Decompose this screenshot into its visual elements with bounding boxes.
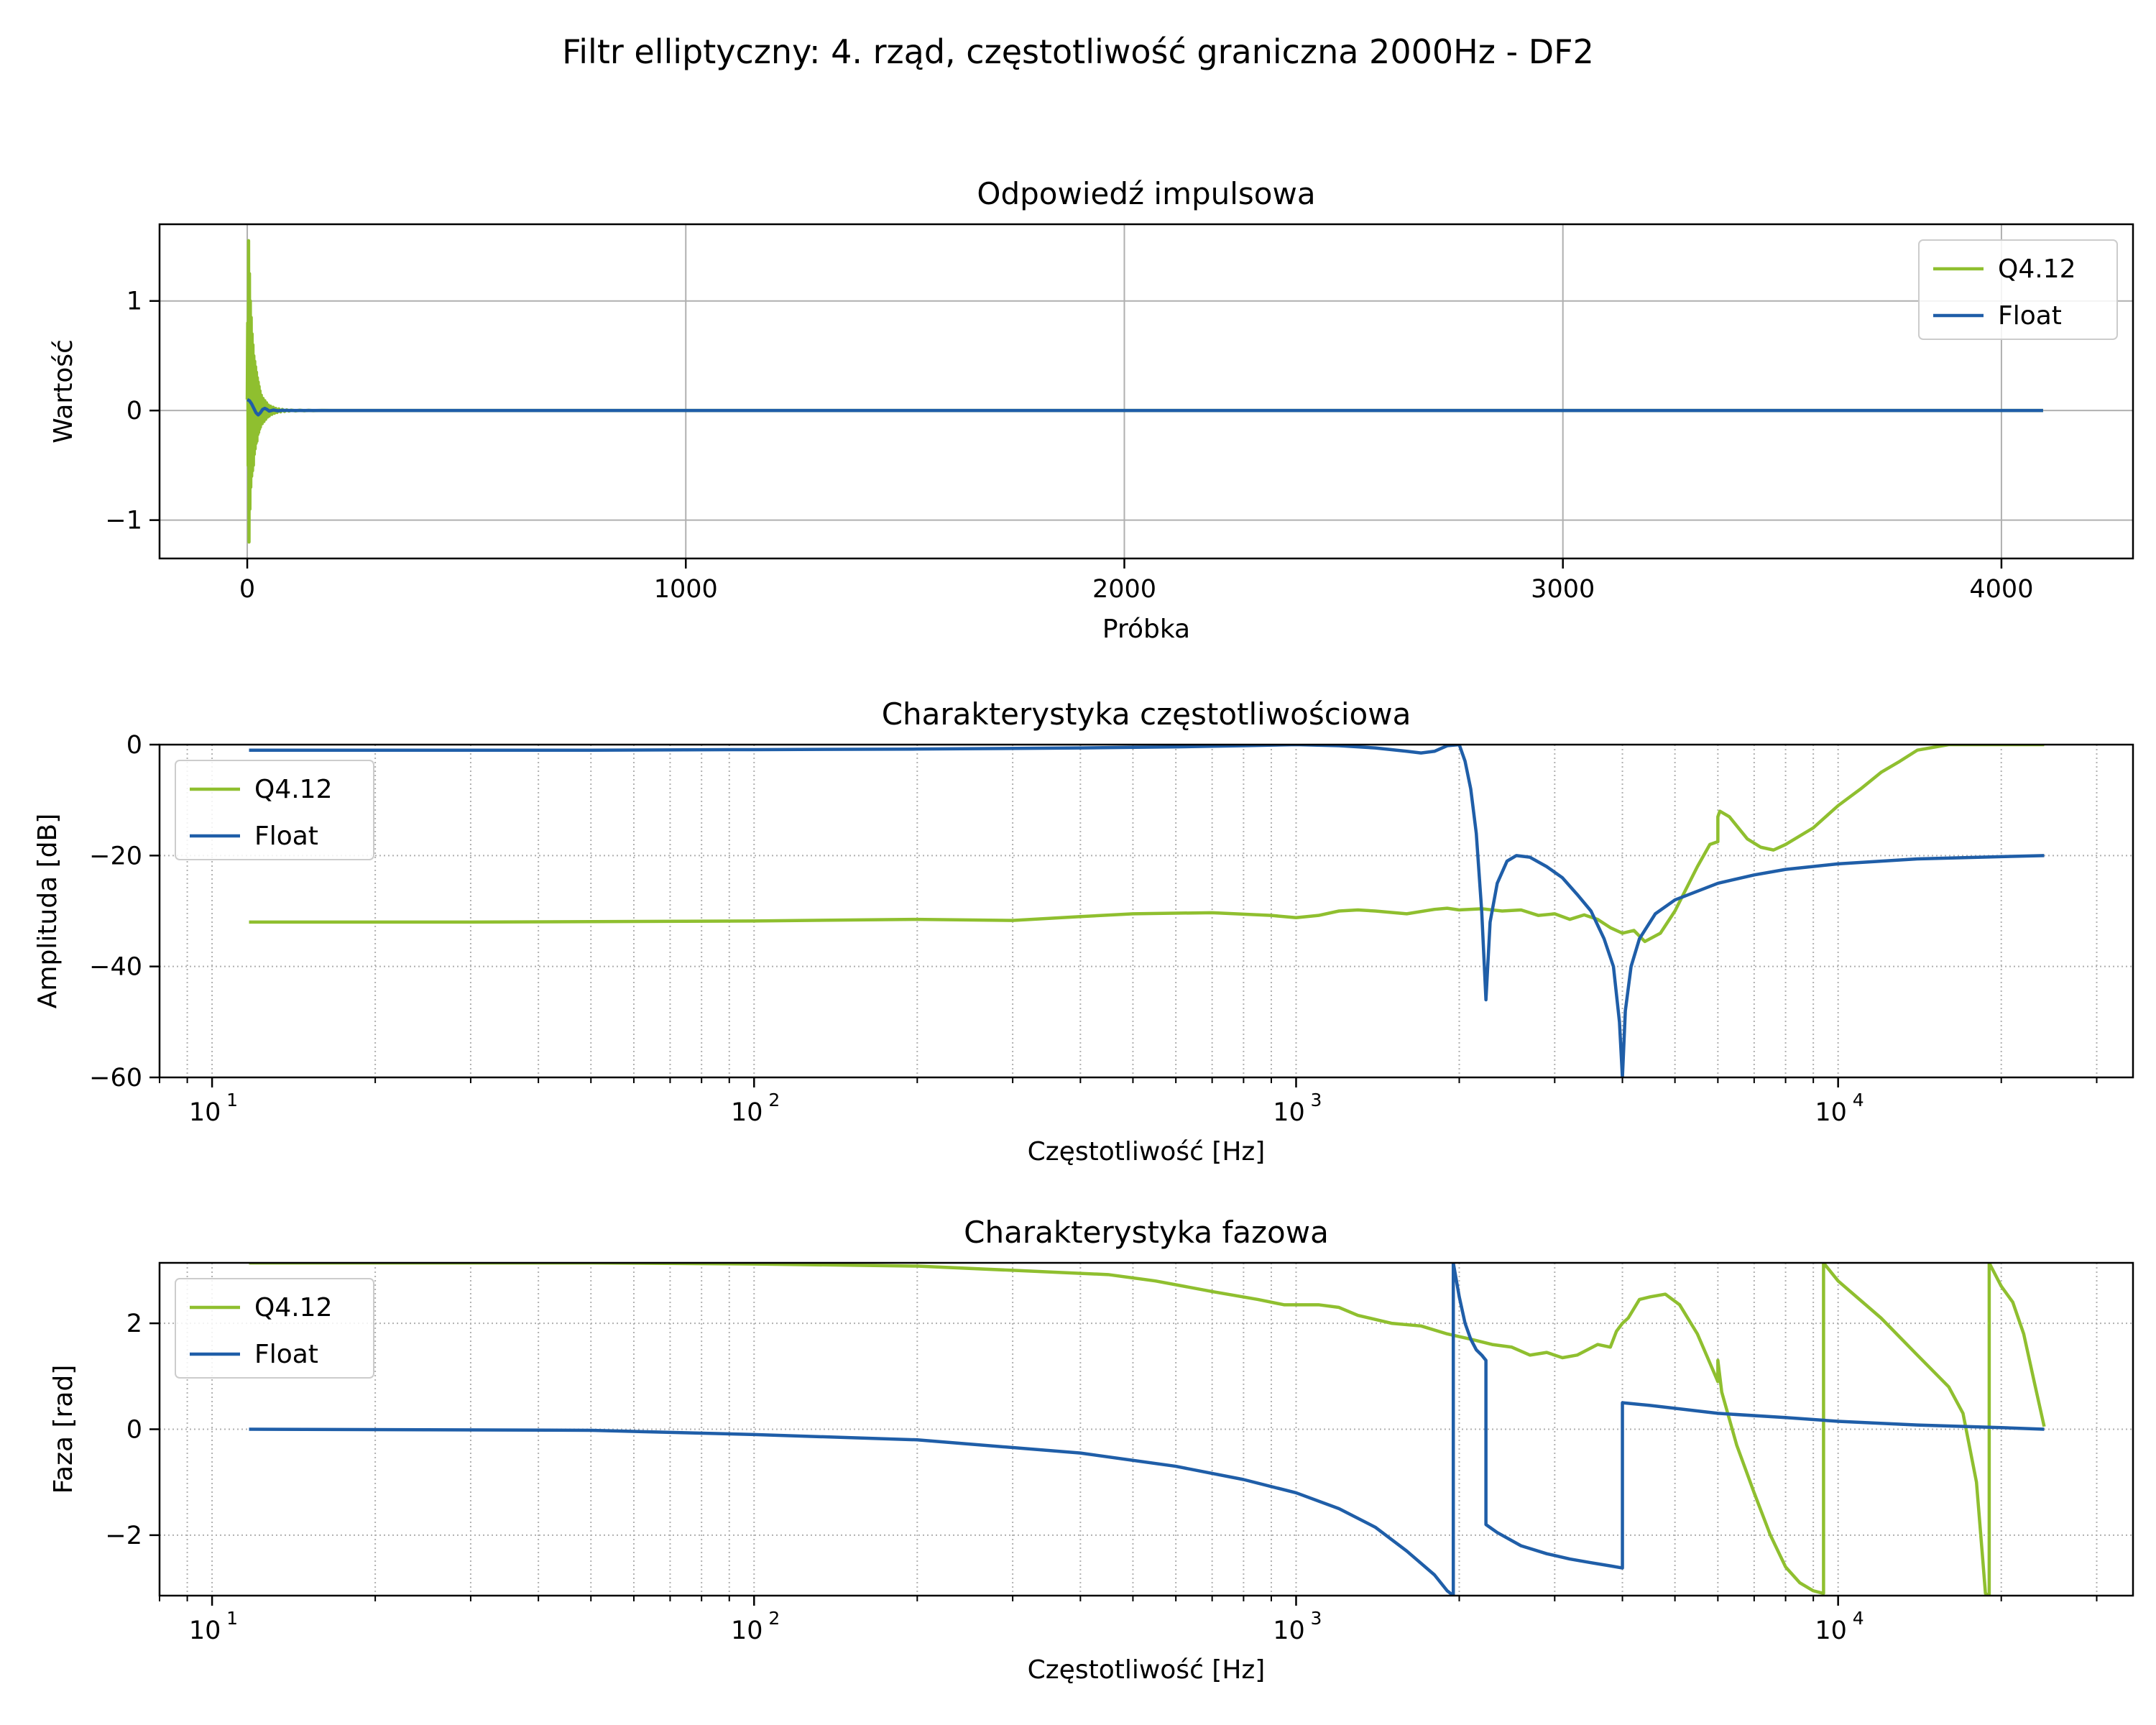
impulse-x-tick-label: 4000 <box>1969 575 2033 604</box>
magnitude-chart-title: Charakterystyka częstotliwościowa <box>882 696 1411 732</box>
phase-y-tick-label: 0 <box>126 1416 142 1445</box>
magnitude-x-tick-label-base: 10 <box>1273 1098 1305 1127</box>
impulse-legend-label-q412: Q4.12 <box>1998 254 2076 284</box>
impulse-series-group <box>245 239 2043 544</box>
magnitude-legend-label-q412: Q4.12 <box>254 775 333 804</box>
impulse-x-tick-label: 1000 <box>654 575 718 604</box>
magnitude-y-tick-label: −60 <box>89 1064 142 1092</box>
phase-x-tick-label-exponent: 1 <box>226 1608 238 1629</box>
impulse-legend: Q4.12 Float <box>1918 239 2118 340</box>
phase-y-tick-label: 2 <box>126 1310 142 1338</box>
impulse-x-axis-label: Próbka <box>1102 615 1190 644</box>
phase-y-tick-label: −2 <box>105 1522 142 1550</box>
phase-x-axis-label: Częstotliwość [Hz] <box>1028 1655 1266 1685</box>
impulse-y-tick-label: 1 <box>126 288 142 316</box>
phase-x-tick-label-base: 10 <box>189 1616 221 1645</box>
magnitude-x-tick-label-exponent: 1 <box>226 1090 238 1110</box>
magnitude-x-tick-label-exponent: 3 <box>1311 1090 1322 1110</box>
phase-series-line-q412 <box>249 1263 2046 1596</box>
phase-x-tick-label: 10 <box>1273 1616 1305 1645</box>
impulse-y-tick-label: 0 <box>126 397 142 426</box>
magnitude-ticks: 10 1 10 2 10 3 10 40−20−40−60 <box>89 731 2098 1127</box>
impulse-series-line-float <box>247 397 2043 417</box>
phase-grid <box>159 1263 2133 1596</box>
magnitude-x-tick-label: 10 <box>1273 1098 1305 1127</box>
magnitude-x-tick-label-exponent: 4 <box>1853 1090 1864 1110</box>
phase-series-group <box>249 1263 2046 1596</box>
impulse-y-tick-label: −1 <box>105 507 142 535</box>
phase-legend-label-q412: Q4.12 <box>254 1293 333 1322</box>
magnitude-y-tick-label: −40 <box>89 953 142 982</box>
impulse-x-tick-label: 0 <box>239 575 255 604</box>
phase-x-tick-label-exponent: 3 <box>1311 1608 1322 1629</box>
magnitude-legend-label-float: Float <box>254 822 318 851</box>
phase-legend: Q4.12 Float <box>175 1278 374 1379</box>
magnitude-x-tick-label-base: 10 <box>731 1098 763 1127</box>
phase-legend-label-float: Float <box>254 1340 318 1369</box>
magnitude-y-axis-label: Amplituda [dB] <box>33 814 63 1008</box>
magnitude-x-tick-label-base: 10 <box>189 1098 221 1127</box>
figure-title: Filtr elliptyczny: 4. rząd, częstotliwoś… <box>562 32 1594 71</box>
impulse-y-axis-label: Wartość <box>49 339 78 443</box>
impulse-legend-label-float: Float <box>1998 301 2062 331</box>
impulse-chart-title: Odpowiedź impulsowa <box>977 176 1315 211</box>
magnitude-axes-frame <box>158 743 2134 1079</box>
impulse-axes-frame <box>158 223 2134 560</box>
magnitude-series-line-q412 <box>249 745 2045 944</box>
magnitude-x-tick-label-exponent: 2 <box>768 1090 780 1110</box>
phase-x-tick-label-exponent: 4 <box>1853 1608 1864 1629</box>
impulse-ticks: 0 1000 2000 3000 4000 1 0 −1 <box>105 288 2033 604</box>
magnitude-x-tick-label: 10 <box>731 1098 763 1127</box>
magnitude-y-tick-label: −20 <box>89 842 142 870</box>
impulse-x-tick-label: 3000 <box>1531 575 1595 604</box>
phase-chart-title: Charakterystyka fazowa <box>964 1215 1329 1250</box>
magnitude-y-tick-label: 0 <box>126 731 142 760</box>
phase-x-tick-label: 10 <box>189 1616 221 1645</box>
phase-x-tick-label-base: 10 <box>731 1616 763 1645</box>
impulse-x-tick-label: 2000 <box>1092 575 1156 604</box>
phase-x-tick-label: 10 <box>1815 1616 1847 1645</box>
phase-x-tick-label-base: 10 <box>1273 1616 1305 1645</box>
magnitude-x-tick-label: 10 <box>189 1098 221 1127</box>
phase-x-tick-label-base: 10 <box>1815 1616 1847 1645</box>
phase-series-line-float <box>249 1263 2045 1596</box>
magnitude-x-tick-label: 10 <box>1815 1098 1847 1127</box>
phase-x-tick-label-exponent: 2 <box>768 1608 780 1629</box>
magnitude-legend: Q4.12 Float <box>175 760 374 860</box>
phase-y-axis-label: Faza [rad] <box>49 1365 78 1494</box>
magnitude-x-axis-label: Częstotliwość [Hz] <box>1028 1137 1266 1167</box>
impulse-response-panel: 0 1000 2000 3000 4000 1 0 −1 Odpowiedź impulsowa… <box>49 176 2134 644</box>
phase-ticks: 10 1 10 2 10 3 10 420−2 <box>105 1310 2098 1645</box>
magnitude-x-tick-label-base: 10 <box>1815 1098 1847 1127</box>
phase-x-tick-label: 10 <box>731 1616 763 1645</box>
